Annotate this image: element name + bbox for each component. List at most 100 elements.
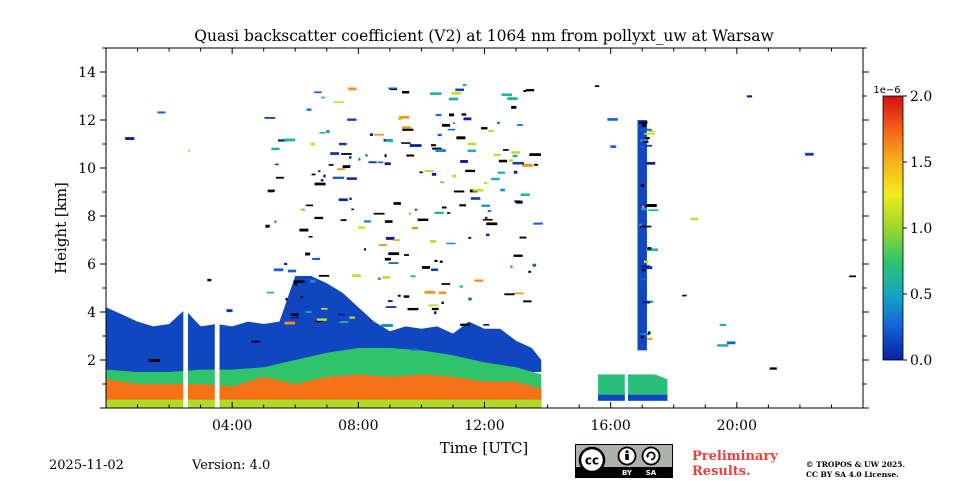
cloud-speck — [432, 147, 442, 150]
footer-date: 2025-11-02 — [49, 458, 124, 473]
cloud-speck — [363, 220, 371, 223]
cloud-speck — [487, 210, 492, 212]
cloud-speck — [384, 257, 391, 261]
cloud-speck — [647, 337, 653, 340]
cloud-speck — [419, 171, 423, 174]
cloud-speck — [403, 295, 410, 298]
cloud-speck — [447, 128, 456, 131]
cloud-speck — [682, 294, 687, 297]
cloud-speck — [397, 118, 403, 121]
cloud-speck — [315, 319, 323, 323]
cloud-speck — [299, 228, 309, 232]
cloud-speck — [493, 153, 501, 157]
cloud-speck — [513, 170, 518, 174]
cloud-speck — [337, 313, 345, 316]
cloud-speck — [417, 218, 429, 222]
cloud-speck — [496, 121, 501, 124]
cloud-speck — [434, 259, 438, 263]
cloud-speck — [305, 305, 310, 308]
cloud-speck — [285, 298, 288, 301]
cloud-speck — [319, 132, 326, 134]
cloud-speck — [273, 268, 284, 272]
cloud-speck — [349, 197, 352, 201]
cloud-speck — [641, 208, 648, 211]
cloud-speck — [290, 316, 300, 319]
copyright-line-1: © TROPOS & UW 2025. — [806, 460, 906, 469]
cloud-speck — [226, 309, 233, 313]
cloud-speck — [641, 124, 647, 127]
cloud-speck — [401, 126, 411, 129]
cloud-speck — [746, 95, 753, 98]
cloud-speck — [293, 280, 305, 283]
data-gap — [542, 48, 595, 408]
svg-text:SA: SA — [646, 469, 657, 477]
svg-text:cc: cc — [585, 454, 599, 468]
cloud-speck — [314, 91, 322, 94]
cloud-speck — [515, 200, 523, 204]
cloud-speck — [451, 91, 462, 95]
colorbar-scale-label: 1e−6 — [873, 85, 900, 96]
cloud-speck — [639, 223, 643, 226]
cloud-speck — [428, 304, 438, 307]
cloud-speck — [368, 161, 377, 164]
cloud-speck — [431, 172, 437, 176]
cloud-speck — [316, 318, 327, 321]
y-axis: 2 4 6 8 10 12 14 — [78, 47, 869, 409]
x-tick-label: 04:00 — [212, 418, 252, 434]
cloud-speck — [481, 204, 491, 207]
cloud-speck — [648, 209, 659, 212]
cloud-speck — [512, 154, 518, 158]
cloud-speck — [311, 173, 316, 176]
cloud-speck — [384, 162, 391, 166]
cloud-speck — [314, 216, 324, 220]
cloud-speck — [642, 144, 653, 147]
y-tick-label: 2 — [87, 353, 96, 369]
cloud-speck — [485, 216, 488, 219]
cloud-speck — [363, 248, 367, 251]
cloud-speck — [523, 300, 532, 303]
cloud-speck — [294, 282, 298, 286]
cloud-speck — [642, 141, 649, 143]
cloud-speck — [384, 220, 393, 223]
cloud-speck — [284, 138, 296, 142]
cloud-speck — [365, 154, 368, 157]
region-surface — [106, 399, 542, 408]
cloud-speck — [641, 269, 646, 272]
cloud-speck — [274, 163, 279, 166]
cloud-speck — [472, 189, 484, 192]
cloud-speck — [455, 88, 465, 91]
cloud-speck — [511, 151, 520, 154]
cloud-speck — [435, 149, 446, 153]
cloud-speck — [452, 174, 457, 178]
cloud-speck — [641, 265, 651, 268]
cloud-speck — [648, 331, 651, 335]
cloud-speck — [467, 149, 477, 153]
cloud-speck — [326, 130, 330, 134]
cloud-speck — [312, 257, 321, 261]
cloud-speck — [393, 202, 401, 205]
cloud-speck — [358, 157, 361, 161]
cloud-speck — [305, 252, 311, 256]
cloud-speck — [306, 108, 312, 111]
cloud-speck — [409, 144, 422, 147]
cloud-speck — [431, 144, 436, 147]
cloud-speck — [421, 266, 431, 269]
cloud-speck — [459, 204, 467, 207]
cloud-speck — [440, 181, 445, 184]
cloud-speck — [645, 137, 650, 140]
cloud-speck — [401, 142, 411, 144]
colorbar-axis: 0.0 0.5 1.0 1.5 2.0 — [903, 89, 932, 369]
cloud-speck — [437, 133, 442, 137]
cloud-speck — [462, 84, 467, 87]
cloud-specks — [125, 70, 857, 370]
colorbar-tick-label: 1.0 — [910, 221, 932, 237]
cloud-speck — [435, 114, 442, 117]
cloud-speck — [512, 162, 524, 165]
cloud-speck — [438, 291, 447, 295]
cloud-speck — [607, 118, 618, 121]
region-evening-layer — [598, 374, 668, 401]
cloud-speck — [690, 217, 699, 221]
cloud-speck — [509, 159, 514, 162]
cloud-speck — [385, 236, 395, 240]
preliminary-line-2: Results. — [692, 464, 751, 479]
